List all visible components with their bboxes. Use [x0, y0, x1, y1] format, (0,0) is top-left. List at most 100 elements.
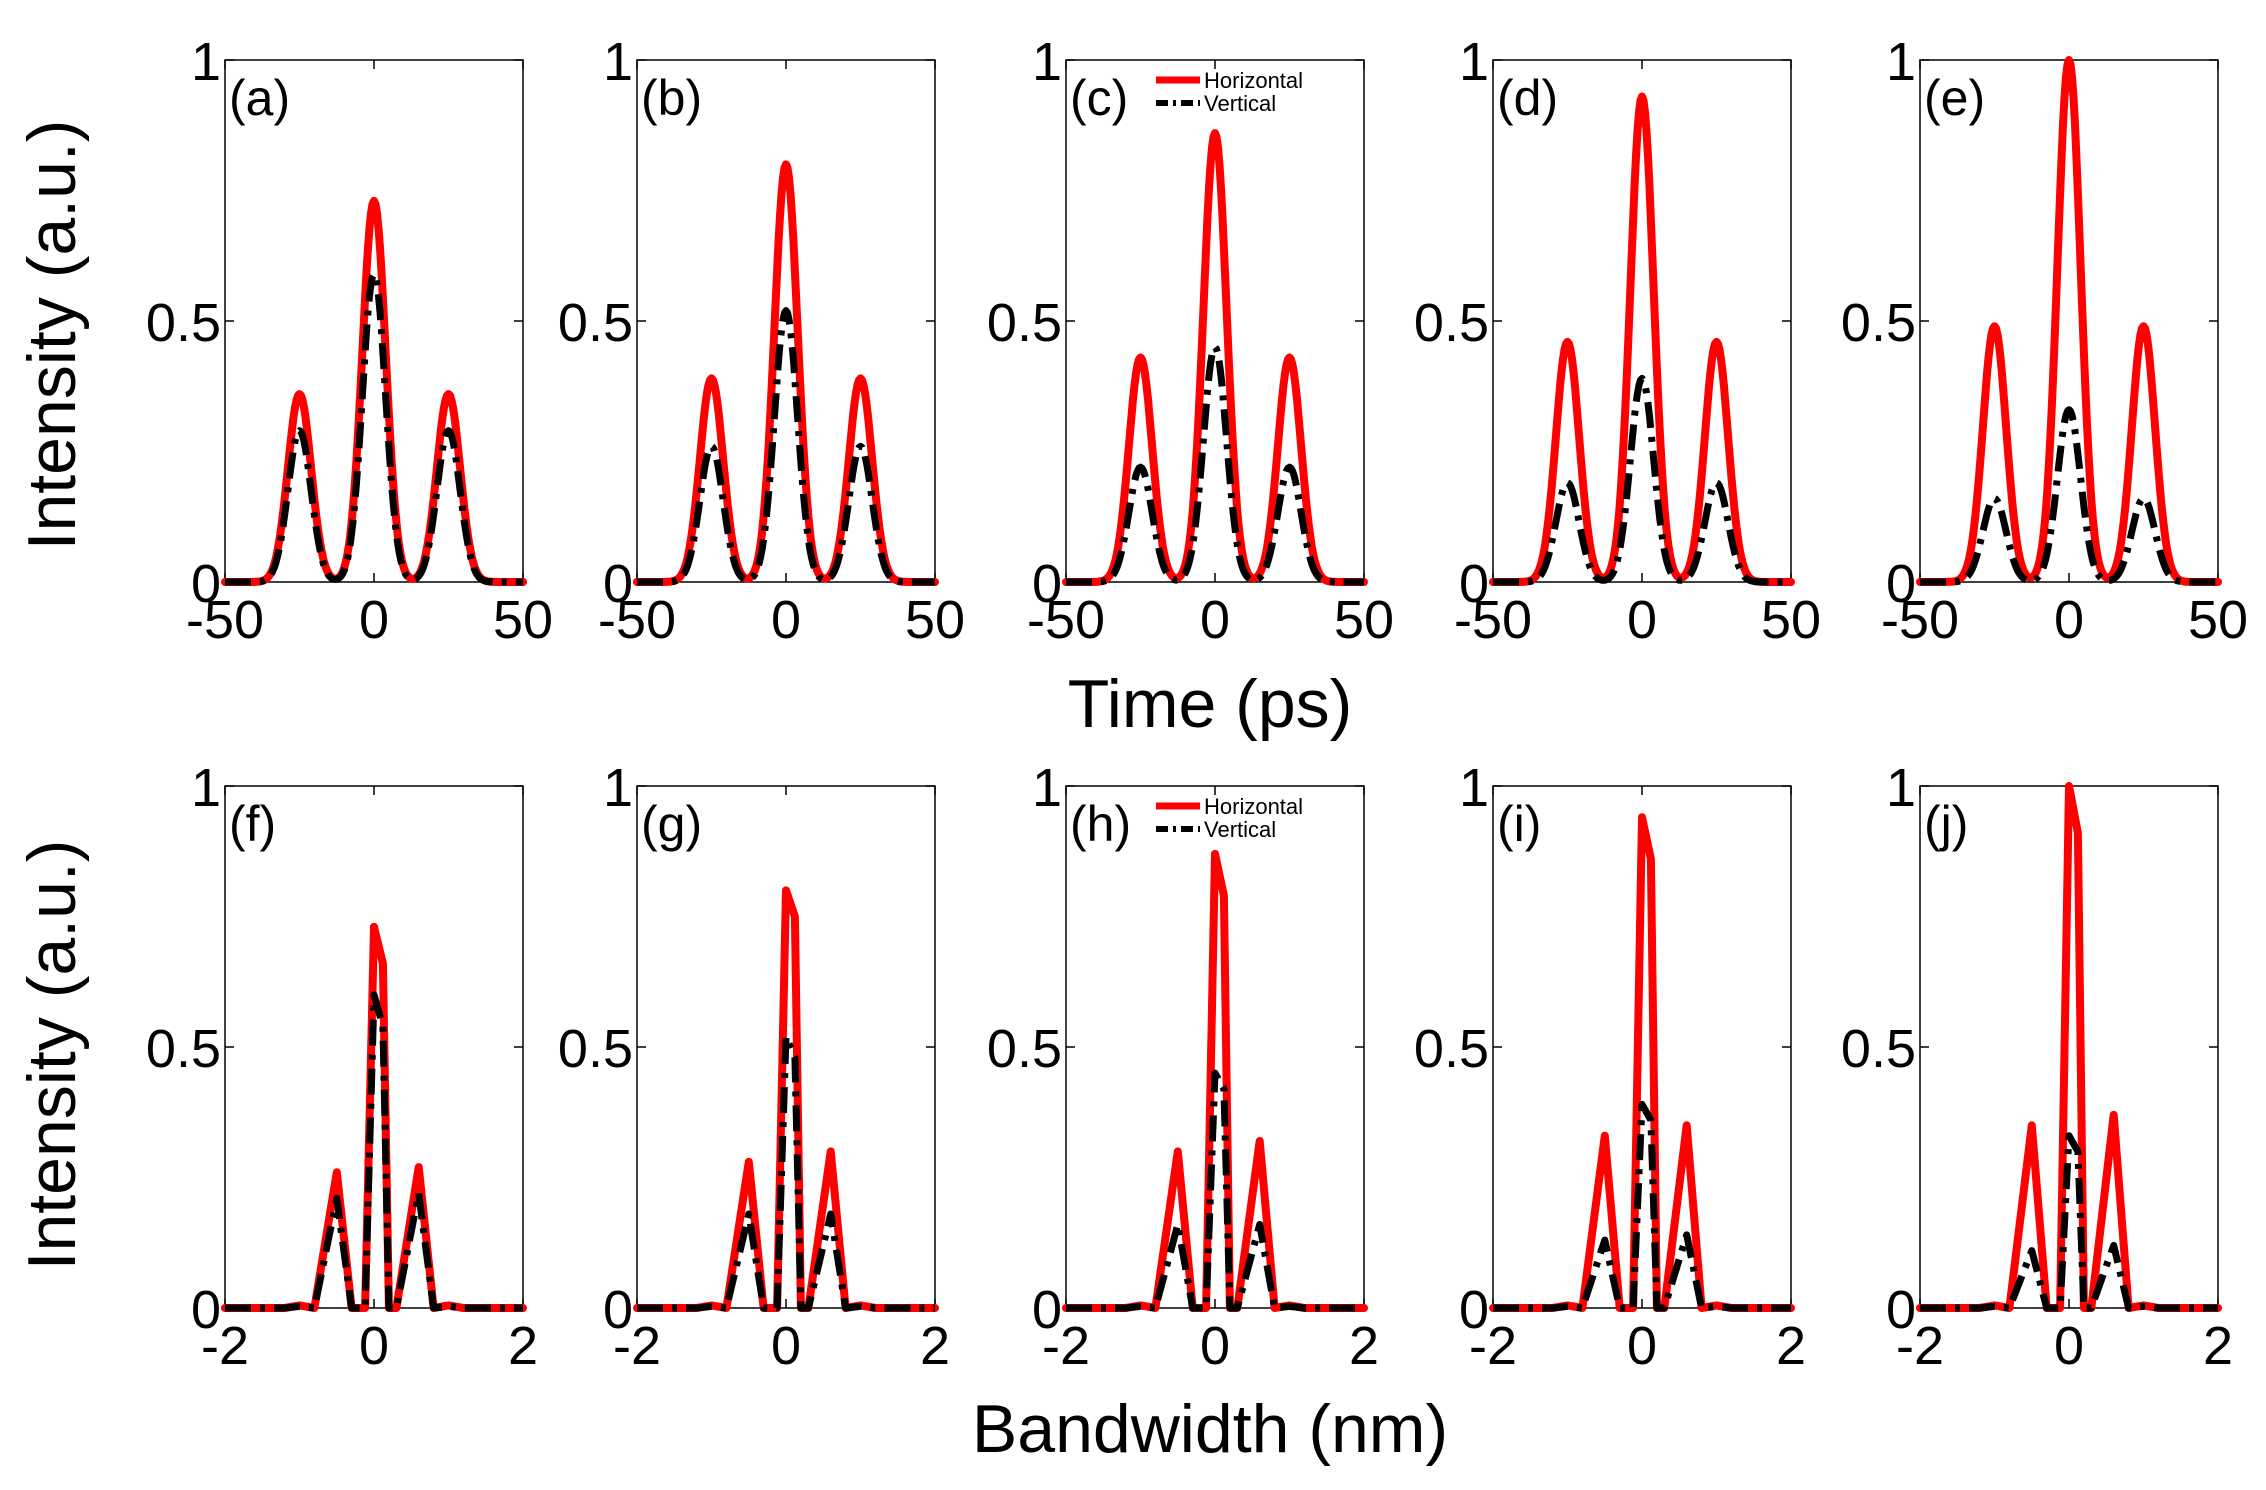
series-vertical-line [225, 991, 523, 1312]
series-vertical-line [1064, 343, 1366, 586]
x-tick-label: 50 [2188, 590, 2248, 650]
y-tick-label: 0 [1886, 554, 1916, 614]
y-tick-label: 0.5 [558, 293, 633, 353]
y-tick-label: 0 [191, 1280, 221, 1340]
y-tick-label: 0.5 [1414, 293, 1489, 353]
y-tick-label: 1 [191, 758, 221, 818]
series-vertical-line [1493, 1100, 1791, 1312]
y-tick-label: 0 [1459, 554, 1489, 614]
legend-horizontal-label: Horizontal [1204, 794, 1303, 819]
x-tick-label: -2 [1042, 1316, 1090, 1376]
y-tick-label: 1 [1032, 32, 1062, 92]
y-tick-label: 0.5 [146, 293, 221, 353]
panel-i: (i)00.51-2 0 2 [1414, 758, 1806, 1376]
series-vertical-line [1066, 1069, 1364, 1312]
top-row-x-axis-title: Time (ps) [1068, 666, 1353, 742]
y-tick-label: 1 [191, 32, 221, 92]
legend-horizontal-label: Horizontal [1204, 68, 1303, 93]
y-tick-label: 0.5 [1841, 1019, 1916, 1079]
y-tick-label: 0.5 [146, 1019, 221, 1079]
y-tick-label: 0 [1459, 1280, 1489, 1340]
y-tick-label: 0 [603, 1280, 633, 1340]
y-tick-label: 1 [603, 32, 633, 92]
bottom-row-y-axis-title: Intensity (a.u.) [14, 840, 90, 1271]
legend-vertical-label: Vertical [1204, 817, 1276, 842]
x-tick-label: 50 [1334, 590, 1394, 650]
panel-g: (g)00.51-2 0 2 [558, 758, 950, 1376]
series-vertical-line [635, 307, 937, 586]
x-tick-label: 2 [1776, 1316, 1806, 1376]
x-tick-label: 0 [359, 1316, 389, 1376]
panel-a: (a)00.51-50 0 50 [146, 32, 553, 650]
x-tick-label: 0 [1200, 1316, 1230, 1376]
x-tick-label: 0 [359, 590, 389, 650]
x-tick-label: 0 [2054, 1316, 2084, 1376]
y-tick-label: 1 [1032, 758, 1062, 818]
y-tick-label: 0 [1032, 1280, 1062, 1340]
series-horizontal-line [1916, 56, 2222, 586]
y-tick-label: 0.5 [987, 1019, 1062, 1079]
x-tick-label: 0 [771, 1316, 801, 1376]
x-tick-label: 50 [1761, 590, 1821, 650]
panel-label: (j) [1924, 796, 1968, 852]
y-tick-label: 0 [191, 554, 221, 614]
series-vertical-line [223, 270, 525, 586]
panel-d: (d)00.51-50 0 50 [1414, 32, 1821, 650]
x-tick-label: 2 [508, 1316, 538, 1376]
top-row-y-axis-title: Intensity (a.u.) [14, 120, 90, 551]
y-tick-label: 1 [1886, 32, 1916, 92]
series-horizontal-line [1062, 129, 1368, 586]
y-tick-label: 0 [1886, 1280, 1916, 1340]
x-tick-label: 0 [1200, 590, 1230, 650]
x-tick-label: -50 [598, 590, 676, 650]
x-tick-label: 2 [920, 1316, 950, 1376]
x-tick-label: -2 [201, 1316, 249, 1376]
x-tick-label: -50 [186, 590, 264, 650]
panel-label: (c) [1070, 70, 1128, 126]
series-vertical-line [1491, 374, 1793, 586]
x-tick-label: -2 [613, 1316, 661, 1376]
panel-label: (h) [1070, 796, 1131, 852]
bottom-row-x-axis-title: Bandwidth (nm) [972, 1391, 1448, 1467]
x-tick-label: 2 [2203, 1316, 2233, 1376]
x-tick-label: 0 [2054, 590, 2084, 650]
panel-b: (b)00.51-50 0 50 [558, 32, 965, 650]
panel-label: (d) [1497, 70, 1558, 126]
y-tick-label: 1 [1459, 758, 1489, 818]
legend-vertical-label: Vertical [1204, 91, 1276, 116]
series-vertical-line [637, 1033, 935, 1312]
series-vertical-line [1920, 1132, 2218, 1312]
y-tick-label: 0 [1032, 554, 1062, 614]
panel-label: (g) [641, 796, 702, 852]
x-tick-label: -2 [1896, 1316, 1944, 1376]
x-tick-label: 50 [493, 590, 553, 650]
y-tick-label: 0.5 [987, 293, 1062, 353]
y-tick-label: 1 [603, 758, 633, 818]
panel-label: (i) [1497, 796, 1541, 852]
panel-label: (b) [641, 70, 702, 126]
panel-label: (f) [229, 796, 276, 852]
y-tick-label: 0.5 [1414, 1019, 1489, 1079]
panels: (a)00.51-50 0 50(b)00.51-50 0 50(c)00.51-50 0… [146, 32, 2248, 1376]
x-tick-label: 50 [905, 590, 965, 650]
series-horizontal-line [1489, 92, 1795, 586]
x-tick-label: -2 [1469, 1316, 1517, 1376]
panel-f: (f)00.51-2 0 2 [146, 758, 538, 1376]
x-tick-label: 2 [1349, 1316, 1379, 1376]
y-tick-label: 1 [1459, 32, 1489, 92]
y-tick-label: 1 [1886, 758, 1916, 818]
x-tick-label: 0 [771, 590, 801, 650]
y-tick-label: 0 [603, 554, 633, 614]
x-tick-label: 0 [1627, 1316, 1657, 1376]
y-tick-label: 0.5 [558, 1019, 633, 1079]
series-vertical-line [1918, 406, 2220, 586]
x-tick-label: 0 [1627, 590, 1657, 650]
x-tick-label: -50 [1454, 590, 1532, 650]
x-tick-label: -50 [1027, 590, 1105, 650]
